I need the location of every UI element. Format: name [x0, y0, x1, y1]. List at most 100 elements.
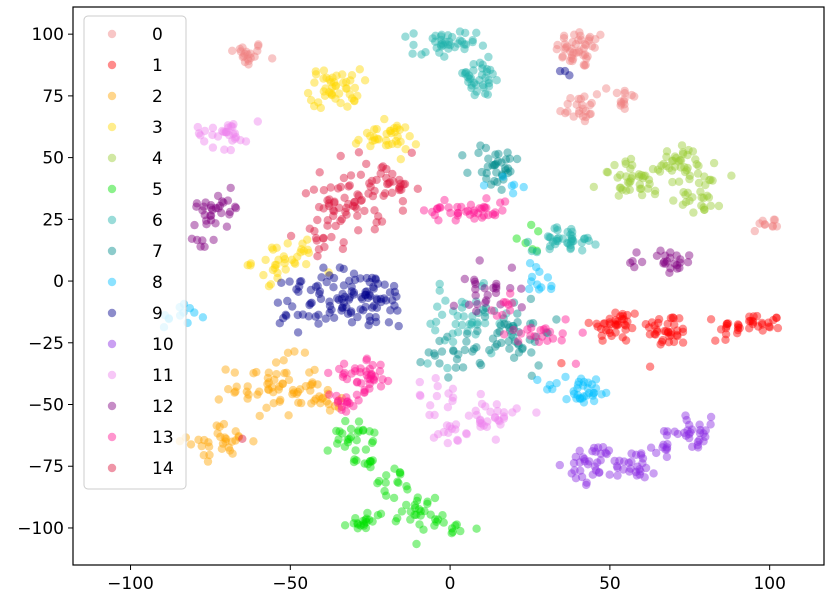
data-point [459, 312, 468, 321]
data-point [319, 66, 329, 75]
data-point [450, 43, 459, 52]
data-point [685, 174, 694, 184]
data-point [346, 432, 356, 442]
data-point [580, 50, 590, 59]
data-point [567, 44, 576, 53]
data-point [380, 280, 389, 289]
data-point [754, 322, 763, 331]
data-point [339, 238, 348, 247]
data-point [532, 246, 542, 255]
data-point [224, 123, 233, 132]
data-point [611, 315, 620, 325]
data-point [192, 202, 201, 211]
data-point [506, 167, 515, 176]
data-point [243, 50, 252, 59]
data-point [745, 317, 754, 326]
data-point [632, 248, 641, 257]
data-point [489, 160, 499, 170]
data-point [469, 206, 479, 215]
data-point [566, 230, 575, 239]
data-point [616, 97, 625, 106]
data-point [222, 222, 232, 231]
data-point [582, 391, 591, 400]
data-point [693, 437, 703, 446]
data-point [268, 383, 277, 392]
data-point [630, 262, 639, 272]
data-point [270, 263, 279, 273]
data-point [362, 128, 372, 138]
data-point [471, 291, 480, 300]
data-point [386, 306, 395, 315]
data-point [578, 453, 588, 462]
data-point [369, 284, 378, 293]
data-point [527, 220, 536, 230]
data-point [500, 197, 510, 206]
data-point [357, 293, 366, 302]
data-point [764, 322, 774, 331]
data-point [647, 318, 657, 327]
data-point [604, 326, 613, 335]
data-point [336, 151, 345, 161]
data-point [365, 384, 374, 393]
data-point [193, 122, 202, 132]
data-point [599, 319, 608, 328]
data-point [453, 39, 463, 48]
data-point [358, 516, 368, 526]
data-point [225, 207, 235, 217]
data-point [365, 457, 375, 466]
data-point [611, 308, 620, 317]
data-point [432, 391, 442, 401]
data-point [491, 150, 500, 159]
data-point [696, 425, 705, 435]
data-point [376, 169, 385, 178]
data-point [430, 493, 440, 503]
data-point [351, 139, 361, 148]
data-point [681, 411, 690, 420]
data-point [349, 288, 359, 297]
data-point [497, 185, 506, 194]
data-point [300, 348, 310, 357]
data-point [750, 226, 759, 236]
data-point [216, 432, 225, 442]
data-point [695, 435, 704, 445]
data-point [479, 421, 488, 430]
x-tick-label: 50 [599, 574, 621, 594]
data-point [373, 134, 382, 143]
series-3 [243, 65, 421, 291]
data-point [616, 101, 625, 110]
data-point [457, 297, 467, 307]
data-point [340, 521, 350, 530]
legend-label: 11 [152, 366, 174, 386]
data-point [198, 313, 208, 322]
data-point [669, 337, 679, 347]
legend-label: 6 [152, 211, 163, 231]
data-point [343, 438, 353, 447]
data-point [229, 120, 238, 129]
data-point [423, 497, 432, 506]
data-point [221, 365, 230, 374]
data-point [633, 462, 642, 471]
data-point [469, 208, 478, 217]
data-point [376, 294, 385, 304]
data-point [443, 40, 453, 49]
series-11 [193, 117, 541, 448]
data-point [365, 316, 375, 325]
data-point [606, 320, 615, 329]
data-point [562, 395, 571, 404]
data-point [577, 100, 587, 110]
data-point [650, 329, 659, 339]
series-10 [555, 411, 716, 490]
data-point [401, 32, 410, 41]
data-point [615, 183, 625, 193]
data-point [533, 375, 542, 385]
data-point [593, 322, 602, 331]
data-point [559, 34, 569, 43]
data-point [637, 184, 646, 193]
data-point [338, 303, 347, 312]
data-point [370, 136, 380, 145]
data-point [492, 400, 501, 409]
data-point [340, 368, 349, 378]
data-point [220, 145, 229, 154]
data-point [452, 520, 461, 529]
data-point [527, 371, 536, 380]
